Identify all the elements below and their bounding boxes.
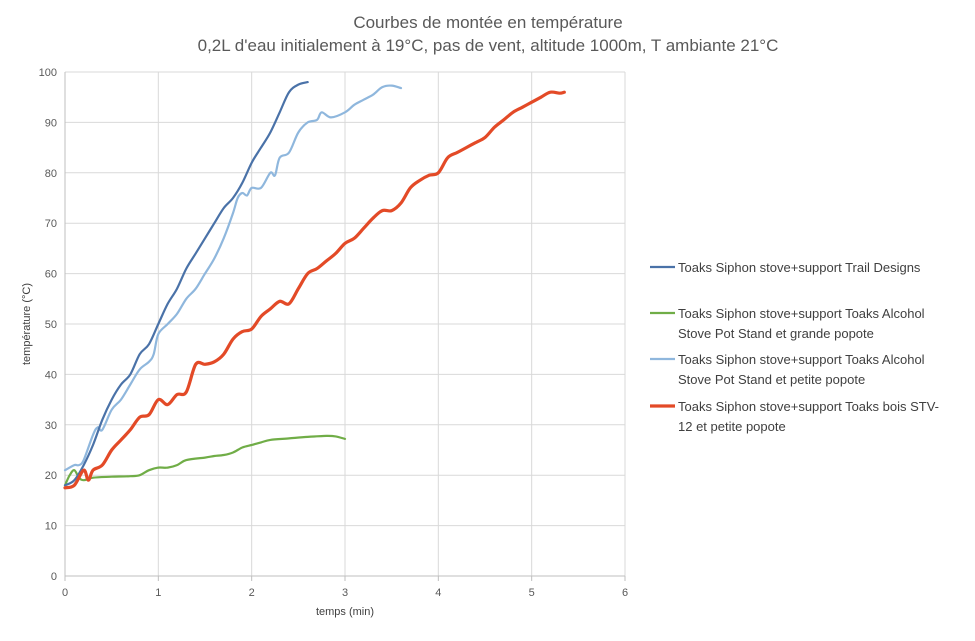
x-axis-title: temps (min) (316, 606, 374, 618)
x-tick-label: 1 (155, 587, 161, 599)
x-tick-label: 3 (342, 587, 348, 599)
series-lines (63, 81, 566, 490)
y-tick-label: 80 (45, 168, 57, 180)
y-tick-label: 100 (39, 67, 57, 79)
series-line-3 (63, 84, 403, 472)
y-tick-label: 60 (45, 269, 57, 281)
series-line-2 (63, 434, 347, 487)
x-tick-label: 5 (529, 587, 535, 599)
x-tick-label: 6 (622, 587, 628, 599)
x-tick-label: 0 (62, 587, 68, 599)
y-tick-label: 0 (51, 571, 57, 583)
gridlines (65, 71, 626, 576)
legend: Toaks Siphon stove+support Trail Designs… (650, 260, 939, 434)
chart-title: Courbes de montée en température (353, 13, 622, 32)
y-tick-label: 30 (45, 420, 57, 432)
x-tick-label: 2 (249, 587, 255, 599)
y-tick-label: 10 (45, 521, 57, 533)
x-tick-label: 4 (435, 587, 441, 599)
legend-label-4: Toaks Siphon stove+support Toaks bois ST… (678, 399, 939, 414)
y-tick-label: 20 (45, 470, 57, 482)
y-tick-label: 70 (45, 218, 57, 230)
legend-label-3: Toaks Siphon stove+support Toaks Alcohol (678, 352, 925, 367)
y-tick-label: 40 (45, 369, 57, 381)
legend-label-1: Toaks Siphon stove+support Trail Designs (678, 260, 921, 275)
legend-label-4: 12 et petite popote (678, 419, 786, 434)
legend-label-2: Toaks Siphon stove+support Toaks Alcohol (678, 306, 925, 321)
series-line-1 (63, 81, 309, 487)
legend-label-3: Stove Pot Stand et petite popote (678, 372, 865, 387)
y-tick-label: 50 (45, 319, 57, 331)
y-tick-label: 90 (45, 117, 57, 129)
y-axis-title: température (°C) (21, 283, 33, 365)
axes (64, 72, 626, 581)
series-line-4 (63, 90, 566, 490)
tick-labels: 0 10 20 30 40 50 60 70 80 90 100 0 1 2 3 4 5 6 (39, 67, 628, 599)
legend-label-2: Stove Pot Stand et grande popote (678, 326, 874, 341)
chart-subtitle: 0,2L d'eau initialement à 19°C, pas de v… (198, 36, 779, 55)
